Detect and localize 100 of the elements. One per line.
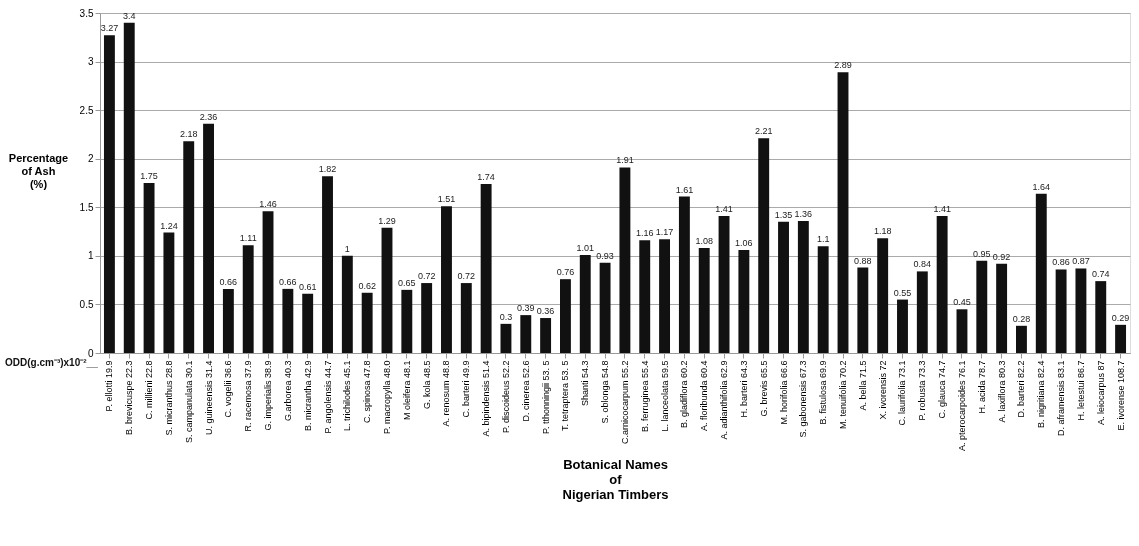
data-label: 0.87 bbox=[1072, 256, 1090, 267]
bar bbox=[718, 216, 730, 353]
x-tick-label: E. ivorense 108.7 bbox=[1115, 360, 1126, 431]
data-label: 1.41 bbox=[715, 204, 733, 215]
bar bbox=[758, 138, 770, 353]
data-label: 0.28 bbox=[1012, 313, 1031, 324]
data-label: 0.74 bbox=[1091, 269, 1110, 280]
bar bbox=[480, 183, 492, 353]
x-tick-label: C. millieni 22.8 bbox=[144, 360, 155, 420]
x-tick-label: P. robusta 73.3 bbox=[917, 360, 928, 421]
data-label: 1.36 bbox=[794, 208, 813, 219]
y-tick-label: 2 bbox=[87, 153, 94, 165]
bar bbox=[996, 263, 1008, 353]
bar bbox=[916, 271, 928, 353]
x-tick-label: D. aframensis 83.1 bbox=[1056, 360, 1067, 437]
x-tick-label: A. adianthifolia 62.9 bbox=[719, 360, 730, 440]
data-label: 1.1 bbox=[816, 234, 830, 245]
data-label: 2.89 bbox=[834, 60, 852, 71]
x-tick-label: Shanti 54.3 bbox=[580, 360, 591, 407]
bar bbox=[738, 250, 750, 353]
y-tick-label: 0 bbox=[87, 347, 94, 359]
bar bbox=[817, 246, 829, 353]
bar bbox=[421, 283, 433, 353]
bar bbox=[1055, 269, 1067, 353]
data-label: 0.65 bbox=[398, 277, 416, 288]
bar bbox=[559, 279, 571, 353]
data-label: 1.74 bbox=[477, 171, 495, 182]
bar bbox=[956, 309, 968, 353]
bar bbox=[441, 206, 452, 353]
bar bbox=[242, 245, 254, 353]
data-label: 1.75 bbox=[140, 171, 158, 181]
data-label: 0.92 bbox=[992, 251, 1011, 262]
x-tick-label: P. macropylla 48.0 bbox=[381, 360, 392, 434]
x-tick-label: C. laurifolia 73.1 bbox=[897, 360, 908, 426]
x-tick-label: D. cinerea 52.6 bbox=[520, 360, 531, 422]
data-label: 0.45 bbox=[953, 297, 971, 308]
bar bbox=[1035, 193, 1047, 353]
data-label: 1.91 bbox=[616, 155, 634, 166]
y-tick-label: 1.5 bbox=[79, 201, 94, 213]
bar bbox=[341, 255, 353, 353]
bar bbox=[976, 260, 988, 353]
x-tick-label: A. bipindensis 51.4 bbox=[481, 360, 492, 437]
x-tick-label: A. pterocarpoides 76.1 bbox=[956, 360, 967, 452]
bar bbox=[540, 318, 552, 353]
bar bbox=[381, 227, 393, 353]
data-label: 0.66 bbox=[279, 276, 297, 287]
y-tick-label: 3.5 bbox=[79, 7, 94, 19]
y-tick-label: 2.5 bbox=[79, 104, 94, 116]
data-label: 1.51 bbox=[437, 194, 456, 205]
bar bbox=[401, 289, 413, 353]
y-axis-title: Percentage of Ash (%) bbox=[8, 151, 69, 190]
data-label: 1.64 bbox=[1032, 181, 1051, 192]
bar bbox=[183, 141, 195, 353]
bar bbox=[579, 254, 591, 353]
bar bbox=[877, 238, 889, 353]
data-label: 2.21 bbox=[754, 126, 773, 137]
x-tick-label: G.arborea 40.3 bbox=[282, 360, 293, 422]
bar bbox=[361, 292, 373, 353]
bar bbox=[322, 176, 333, 353]
data-label: 0.95 bbox=[973, 248, 991, 259]
data-label: 0.39 bbox=[517, 303, 535, 314]
data-label: 1.01 bbox=[576, 242, 595, 253]
bar bbox=[282, 288, 294, 353]
x-tick-label: S. micranthus 28.8 bbox=[163, 360, 174, 436]
data-label: 1.17 bbox=[655, 227, 674, 238]
x-tick-label: C. barteri 49.9 bbox=[461, 360, 472, 418]
data-label: 1.35 bbox=[774, 209, 793, 220]
data-label: 1.41 bbox=[933, 204, 951, 215]
x-tick-label: L. lanceolata 59.5 bbox=[659, 360, 670, 432]
x-tick-label: B. fistulosa 69.9 bbox=[818, 360, 829, 425]
x-tick-label: U. guineensis 31.4 bbox=[203, 360, 214, 436]
x-tick-label: G. kola 48.5 bbox=[421, 360, 432, 410]
x-tick-label: A. bella 71.5 bbox=[857, 360, 868, 411]
data-label: 1.18 bbox=[873, 226, 892, 237]
data-label: 0.72 bbox=[417, 271, 436, 282]
bar bbox=[143, 183, 155, 353]
bar bbox=[797, 220, 809, 353]
x-tick-label: G. brevis 65.5 bbox=[758, 360, 769, 417]
data-label: 0.62 bbox=[358, 280, 376, 291]
bar bbox=[698, 248, 710, 353]
data-label: 0.86 bbox=[1052, 257, 1070, 268]
x-axis-title: Botanical Names of Nigerian Timbers bbox=[562, 457, 669, 503]
bar bbox=[837, 72, 849, 353]
bar bbox=[1095, 281, 1107, 353]
data-label: 0.76 bbox=[556, 267, 575, 278]
data-label: 3.4 bbox=[122, 10, 136, 21]
x-tick-label: C.arnicocarpum 55.2 bbox=[619, 360, 630, 445]
bar bbox=[639, 240, 651, 353]
x-tick-label: L. trichilodes 45.1 bbox=[342, 360, 353, 432]
y-tick-label: 3 bbox=[87, 56, 94, 68]
x-tick-label: C. spinosa 47.8 bbox=[362, 360, 373, 424]
x-tick-label: H. barteri 64.3 bbox=[738, 360, 749, 418]
bar bbox=[1115, 324, 1127, 353]
data-label: 2.18 bbox=[179, 129, 198, 140]
x-tick-label: X. ivorensis 72 bbox=[877, 360, 888, 420]
bar bbox=[936, 216, 948, 353]
x-tick-label: M. horifolia 66.6 bbox=[778, 360, 789, 425]
data-label: 0.93 bbox=[596, 250, 614, 261]
data-label: 1.82 bbox=[318, 164, 337, 175]
bar bbox=[857, 267, 869, 353]
